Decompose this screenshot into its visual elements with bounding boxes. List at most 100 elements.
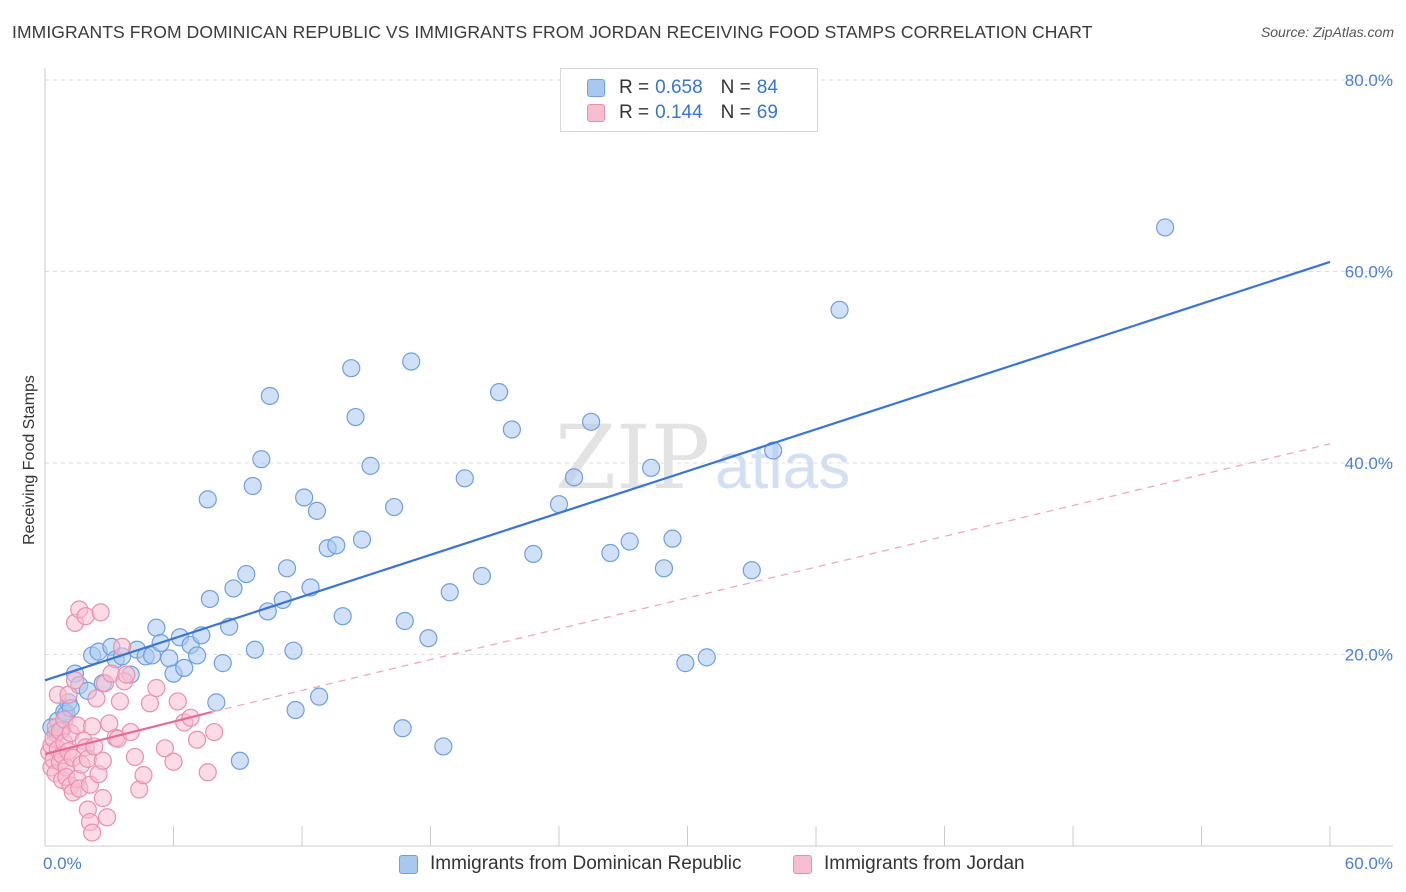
- data-point: [98, 808, 117, 827]
- data-point: [83, 823, 102, 842]
- grid-lines: [45, 79, 1393, 655]
- bottom-legend-label: Immigrants from Dominican Republic: [430, 853, 742, 874]
- data-point: [65, 671, 85, 690]
- legend-r-label: R =: [619, 102, 650, 123]
- data-point: [200, 589, 220, 609]
- data-point: [230, 751, 249, 770]
- trend-line-extension: [211, 443, 1331, 713]
- data-point: [284, 641, 303, 660]
- data-point: [198, 490, 217, 509]
- bottom-legend-label: Immigrants from Jordan: [824, 853, 1025, 874]
- data-point: [224, 579, 243, 598]
- legend-n-label: N =: [720, 102, 751, 123]
- data-point: [830, 300, 849, 319]
- trend-line: [44, 710, 213, 756]
- series-jordan-points: [40, 600, 224, 842]
- data-point: [93, 751, 112, 770]
- data-point: [472, 566, 491, 586]
- legend-r-value: 0.658: [655, 77, 703, 98]
- trend-line: [44, 260, 1331, 682]
- data-point: [654, 559, 674, 578]
- data-point: [620, 532, 639, 551]
- legend-n-value: 84: [756, 77, 778, 98]
- data-point: [160, 649, 179, 668]
- data-point: [393, 719, 412, 738]
- data-point: [641, 458, 661, 477]
- data-point: [93, 789, 112, 808]
- data-point: [489, 383, 509, 402]
- data-point: [110, 692, 130, 711]
- data-point: [140, 694, 160, 713]
- data-point: [346, 407, 365, 427]
- data-point: [205, 722, 224, 742]
- stats-legend: R = 0.658 N = 84 R = 0.144 N = 69: [560, 68, 818, 132]
- data-point: [147, 618, 166, 637]
- x-tick-label: 60.0%: [1345, 854, 1393, 873]
- bottom-legend-jordan[interactable]: Immigrants from Jordan: [793, 852, 1025, 876]
- data-point: [742, 561, 761, 580]
- data-point: [277, 559, 297, 578]
- data-point: [402, 352, 421, 371]
- data-point: [524, 544, 543, 564]
- y-tick-label: 60.0%: [1345, 263, 1393, 282]
- data-point: [87, 689, 106, 708]
- data-point: [91, 603, 110, 622]
- tick-labels: 20.0% 40.0% 60.0% 80.0% 0.0% 60.0%: [43, 71, 1393, 873]
- data-point: [198, 763, 217, 782]
- data-point: [361, 456, 380, 475]
- data-point: [187, 730, 207, 749]
- data-point: [342, 359, 361, 378]
- data-point: [419, 629, 438, 648]
- legend-r-label: R =: [619, 77, 650, 98]
- data-point: [502, 420, 521, 439]
- watermark-atlas: atlas: [715, 430, 850, 502]
- data-point: [245, 640, 264, 659]
- watermark-zip: ZIP: [555, 406, 710, 509]
- data-point: [207, 693, 226, 712]
- data-point: [663, 529, 682, 548]
- chart-title: IMMIGRANTS FROM DOMINICAN REPUBLIC VS IM…: [12, 22, 1093, 42]
- data-point: [243, 476, 262, 496]
- trend-lines: [44, 260, 1331, 756]
- data-point: [117, 665, 136, 684]
- bottom-legend-swatch-blue: [399, 854, 418, 874]
- data-point: [440, 583, 459, 602]
- legend-row-dominican-republic: R = 0.658 N = 84: [587, 77, 778, 99]
- data-point: [237, 564, 256, 584]
- data-point: [395, 611, 414, 631]
- legend-r-value: 0.144: [655, 102, 703, 123]
- data-point: [384, 497, 404, 517]
- data-point: [155, 739, 175, 758]
- source-label: Source: ZipAtlas.com: [1260, 24, 1394, 40]
- data-point: [83, 717, 102, 736]
- data-point: [76, 607, 95, 626]
- bottom-legend-swatch-pink: [793, 854, 812, 874]
- data-point: [134, 766, 153, 785]
- legend-n-value: 69: [756, 102, 778, 123]
- data-point: [601, 543, 620, 563]
- data-point: [1155, 218, 1175, 237]
- data-point: [286, 700, 305, 720]
- data-point: [333, 607, 352, 626]
- y-tick-label: 80.0%: [1345, 71, 1393, 90]
- data-point: [455, 469, 474, 488]
- data-point: [327, 536, 346, 555]
- y-tick-label: 40.0%: [1345, 454, 1393, 473]
- x-tick-label: 0.0%: [43, 854, 82, 873]
- data-point: [310, 687, 329, 706]
- data-point: [295, 488, 314, 507]
- data-point: [252, 450, 271, 469]
- data-point: [168, 692, 187, 711]
- data-point: [187, 646, 207, 665]
- legend-swatch-blue: [587, 79, 605, 97]
- data-point: [564, 468, 584, 487]
- data-point: [125, 747, 145, 767]
- bottom-legend-dominican-republic[interactable]: Immigrants from Dominican Republic: [399, 852, 742, 876]
- data-point: [147, 678, 166, 698]
- data-point: [697, 648, 716, 667]
- data-point: [582, 412, 601, 431]
- data-point: [307, 501, 327, 520]
- data-point: [164, 752, 183, 771]
- legend-swatch-pink: [587, 104, 605, 122]
